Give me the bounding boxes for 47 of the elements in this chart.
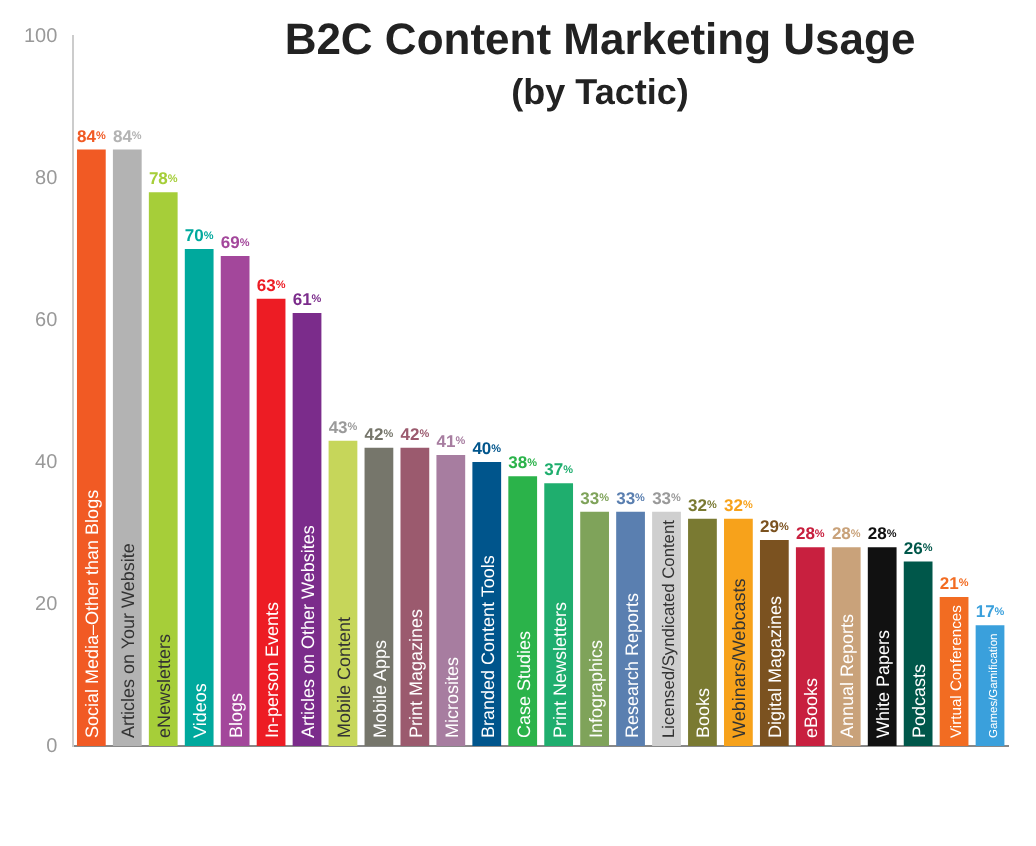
bar <box>508 476 538 746</box>
y-tick-label: 80 <box>35 167 59 190</box>
x-tick-label: Licensed/Syndicated Content <box>657 518 678 738</box>
bar <box>256 298 286 746</box>
x-tick-label: Infographics <box>585 638 606 738</box>
x-tick-label: White Papers <box>873 628 894 738</box>
x-tick-label: Books <box>693 686 714 738</box>
x-tick-label: eBooks <box>801 676 822 738</box>
bar <box>688 518 717 746</box>
y-tick-label: 20 <box>35 593 59 616</box>
text: (by Tactic) <box>511 71 689 112</box>
x-tick-label: Research Reports <box>621 591 642 738</box>
bar <box>400 447 430 746</box>
x-tick-label: Print Magazines <box>405 607 426 738</box>
x-tick-label: Videos <box>190 682 211 738</box>
x-tick-label: Podcasts <box>909 662 930 738</box>
x-tick-label: Case Studies <box>513 629 534 738</box>
bar <box>795 547 825 746</box>
y-tick-label: 60 <box>35 309 59 332</box>
chart-title: B2C Content Marketing Usage <box>284 14 916 65</box>
y-tick-label: 0 <box>46 735 59 758</box>
x-tick-label: eNewsletters <box>154 632 175 738</box>
bar <box>220 256 250 746</box>
bar <box>903 561 933 746</box>
x-tick-label: Social Media–Other than Blogs <box>82 488 103 738</box>
x-tick-label: In-person Events <box>262 600 283 738</box>
x-tick-label: Articles on Your Website <box>118 543 139 738</box>
y-tick-label: 100 <box>23 25 59 48</box>
x-tick-label: Microsites <box>441 655 462 738</box>
bar <box>580 511 609 746</box>
x-tick-label: Digital Magazines <box>765 594 786 738</box>
bar <box>544 483 574 746</box>
x-tick-label: Mobile Apps <box>369 638 390 738</box>
y-tick-label: 40 <box>35 451 59 474</box>
bar <box>148 192 178 746</box>
x-tick-label: Branded Content Tools <box>477 554 498 738</box>
x-tick-label: Webinars/Webcasts <box>729 577 750 738</box>
x-tick-label: Blogs <box>226 691 247 738</box>
bar <box>436 454 466 746</box>
bar <box>112 149 142 746</box>
bar <box>184 249 214 746</box>
x-tick-label: Print Newsletters <box>549 600 570 738</box>
x-tick-label: Articles on Other Websites <box>298 524 319 738</box>
x-tick-label: Annual Reports <box>837 612 858 738</box>
x-tick-label: Mobile Content <box>333 615 354 738</box>
bar <box>364 447 394 746</box>
bar <box>76 149 106 746</box>
